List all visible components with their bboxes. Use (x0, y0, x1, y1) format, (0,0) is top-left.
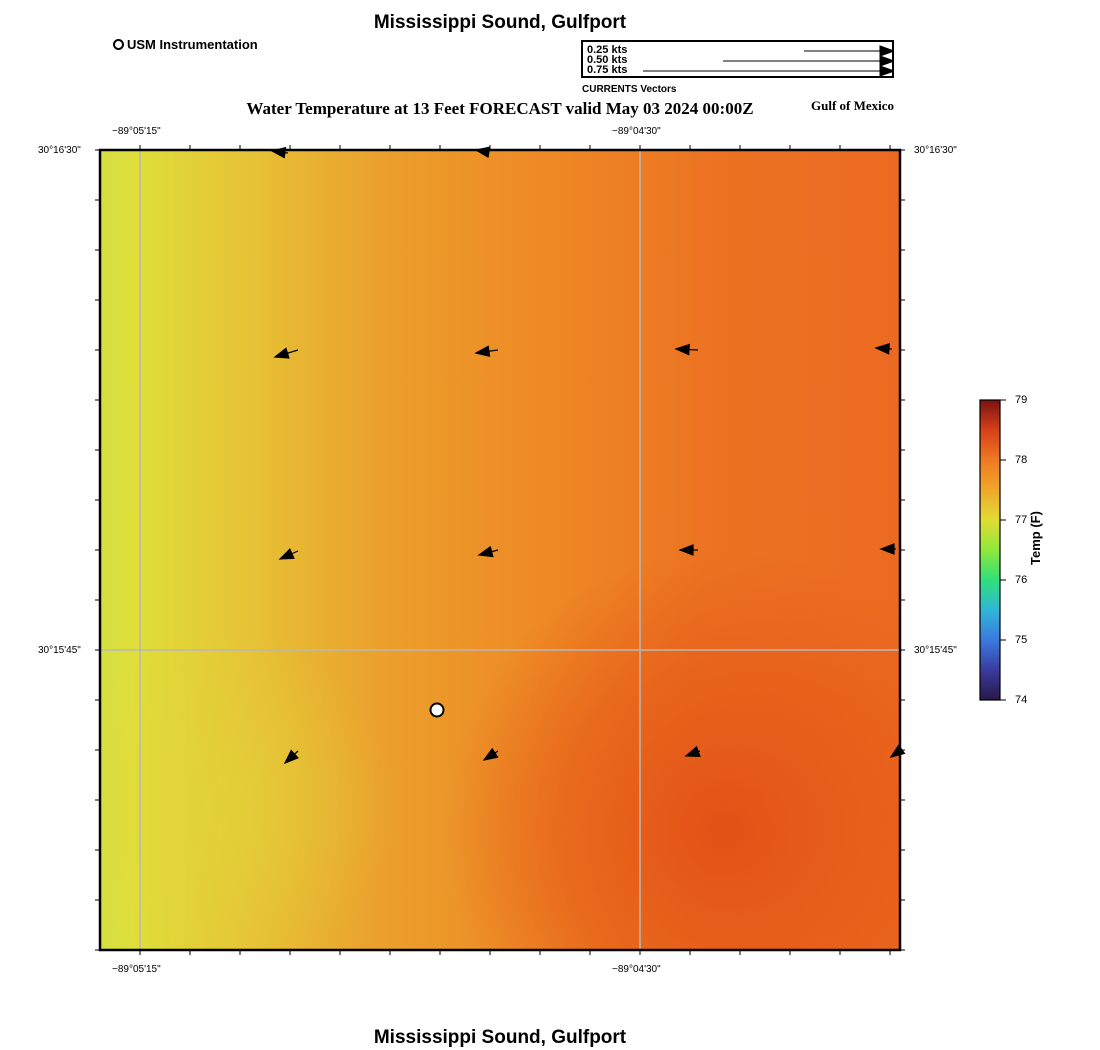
colorbar-title: Temp (F) (1028, 511, 1043, 565)
vector-scale-label-1: 0.25 kts (587, 44, 628, 56)
vector-scale-arrows (643, 45, 894, 77)
current-vector-arrowhead (678, 544, 694, 556)
current-vector-arrowhead (474, 345, 491, 357)
region-label: Gulf of Mexico (811, 98, 895, 113)
colorbar-ticks (1000, 399, 1006, 701)
lat-label-left-2: 30°15'45" (38, 645, 81, 656)
current-vector-arrowhead (270, 146, 287, 159)
lon-label-top-1: −89°05'15" (112, 126, 161, 137)
map-title-bottom: Mississippi Sound, Gulfport (373, 1027, 627, 1048)
station-legend-label: USM Instrumentation (127, 37, 258, 52)
lat-label-right-2: 30°15'45" (914, 645, 957, 656)
colorbar (979, 399, 1001, 701)
lon-label-top-2: −89°04'30" (612, 126, 661, 137)
current-vector-arrowhead (273, 347, 290, 359)
lon-label-bottom-1: −89°05'15" (112, 964, 161, 975)
vector-caption: CURRENTS Vectors (582, 84, 677, 95)
current-vector-arrowhead (477, 545, 494, 558)
lon-label-bottom-2: −89°04'30" (612, 964, 661, 975)
vector-scale-arrowhead-2 (879, 55, 894, 67)
lat-label-left-1: 30°16'30" (38, 145, 81, 156)
current-vector-arrowhead (874, 342, 890, 355)
current-vector-arrowhead (283, 749, 299, 765)
frame-ticks (95, 145, 905, 955)
map-subtitle: Water Temperature at 13 Feet FORECAST va… (246, 99, 754, 118)
colorbar-label-77: 77 (1015, 514, 1028, 526)
vector-scale-arrowhead-3 (879, 65, 894, 77)
colorbar-label-74: 74 (1015, 694, 1028, 706)
map-title-top: Mississippi Sound, Gulfport (373, 12, 627, 33)
vector-scale-arrowhead-1 (879, 45, 894, 57)
vector-scale-label-2: 0.50 kts (587, 54, 628, 66)
current-vectors (270, 146, 906, 765)
current-vector-arrowhead (674, 343, 690, 356)
temperature-field (100, 150, 900, 950)
colorbar-label-79: 79 (1015, 394, 1028, 406)
graticule (100, 150, 900, 950)
current-vector-arrowhead (879, 543, 895, 555)
current-vector-arrowhead (474, 146, 491, 159)
vector-scale-label-3: 0.75 kts (587, 64, 628, 76)
current-vector-arrowhead (684, 745, 701, 757)
temp-field-warm (100, 150, 900, 950)
current-vector-arrowhead (889, 744, 906, 758)
colorbar-label-78: 78 (1015, 454, 1028, 466)
current-vector-arrowhead (278, 548, 295, 560)
colorbar-label-76: 76 (1015, 574, 1028, 586)
vector-scale-legend: 0.25 kts 0.50 kts 0.75 kts (581, 40, 894, 78)
colorbar-label-75: 75 (1015, 634, 1028, 646)
station-marker-icon (113, 39, 124, 50)
station-legend: USM Instrumentation (113, 37, 258, 52)
lat-label-right-1: 30°16'30" (914, 145, 957, 156)
current-vector-arrowhead (482, 747, 499, 761)
usm-station-marker (429, 702, 445, 718)
